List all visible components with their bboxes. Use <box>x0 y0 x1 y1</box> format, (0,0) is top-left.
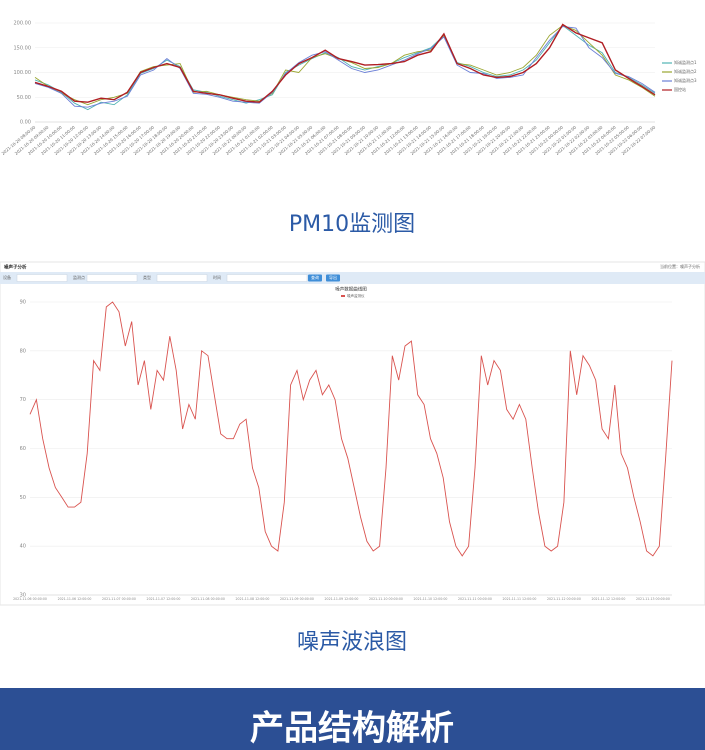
filter-input[interactable] <box>86 274 138 282</box>
x-tick-label: 2021-11-09 12:00:00 <box>325 597 359 601</box>
filter-label: 设备 <box>3 274 11 280</box>
filter-input[interactable] <box>16 274 68 282</box>
x-tick-label: 2021-11-08 00:00:00 <box>191 597 225 601</box>
legend-label: 噪声监测仪 <box>347 293 365 298</box>
button-label: 导出 <box>329 274 337 280</box>
y-tick-label: 40 <box>20 544 26 550</box>
legend-label: 知诚监测点3 <box>674 77 697 83</box>
legend-label: 国控站 <box>674 86 686 92</box>
y-tick-label: 80 <box>20 348 26 354</box>
y-tick-label: 100.00 <box>14 70 32 76</box>
button-label: 查询 <box>311 274 319 280</box>
y-tick-label: 70 <box>20 397 26 403</box>
banner <box>0 688 705 750</box>
filter-label: 时间 <box>213 274 221 280</box>
x-tick-label: 2021-11-07 00:00:00 <box>102 597 136 601</box>
noise-panel <box>0 261 705 606</box>
x-tick-label: 2021-11-06 12:00:00 <box>58 597 92 601</box>
y-tick-label: 50.00 <box>17 95 31 101</box>
y-tick-label: 200.00 <box>14 21 32 27</box>
line <box>34 26 656 108</box>
filter-input[interactable] <box>226 274 308 282</box>
button[interactable] <box>308 274 322 282</box>
panel-header: 噪声子分析 <box>4 264 27 271</box>
x-tick-label: 2021-11-10 12:00:00 <box>414 597 448 601</box>
x-tick-label: 2021-11-10 00:00:00 <box>369 597 403 601</box>
x-tick-label: 2021-11-06 00:00:00 <box>13 597 47 601</box>
breadcrumb: 当前位置：噪声子分析 <box>660 263 700 269</box>
x-tick-label: 2021-11-08 12:00:00 <box>236 597 270 601</box>
x-tick-label: 2021-11-12 00:00:00 <box>547 597 581 601</box>
caption: 噪声波浪图 <box>297 630 407 655</box>
x-tick-label: 2021-11-12 12:00:00 <box>592 597 626 601</box>
legend-label: 知诚监测点2 <box>674 68 697 74</box>
filter-input[interactable] <box>156 274 208 282</box>
y-tick-label: 0.00 <box>20 120 31 126</box>
x-tick-label: 2021-11-09 00:00:00 <box>280 597 314 601</box>
line <box>34 23 656 103</box>
filter-label: 类型 <box>143 274 151 280</box>
caption: PM10监测图 <box>289 212 415 237</box>
y-tick-label: 60 <box>20 446 26 452</box>
x-tick-label: 2021-11-11 12:00:00 <box>503 597 537 601</box>
x-tick-label: 2021-11-13 00:00:00 <box>636 597 670 601</box>
legend-swatch <box>341 295 345 297</box>
y-tick-label: 50 <box>20 495 26 501</box>
y-tick-label: 30 <box>20 593 26 599</box>
filter-label: 监测点 <box>73 274 85 280</box>
chart-title: 噪声数据曲线图 <box>335 286 367 293</box>
banner-title: 产品结构解析 <box>250 709 454 749</box>
x-tick-label: 2021-11-07 12:00:00 <box>147 597 181 601</box>
y-tick-label: 90 <box>20 300 26 306</box>
button[interactable] <box>326 274 340 282</box>
legend-label: 知诚监测点1 <box>674 59 697 65</box>
line <box>29 301 673 557</box>
x-tick-label: 2021-11-11 00:00:00 <box>458 597 492 601</box>
y-tick-label: 150.00 <box>14 45 32 51</box>
